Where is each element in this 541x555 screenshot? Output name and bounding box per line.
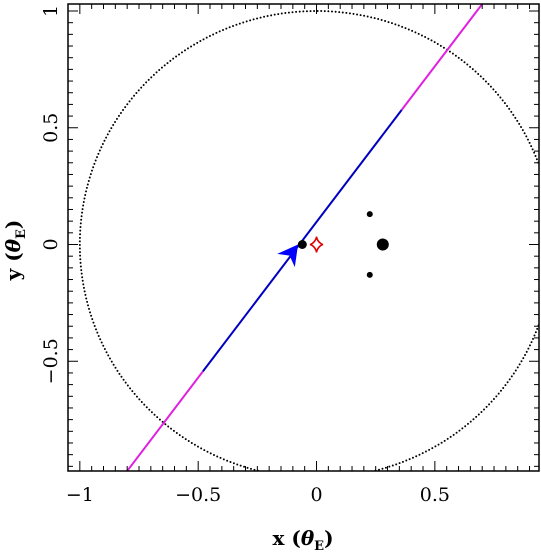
y-tick-label: 0.5 xyxy=(40,113,62,143)
x-axis-label: x (θE) xyxy=(272,526,333,554)
central-caustic xyxy=(309,236,324,253)
y-tick-label: −0.5 xyxy=(40,338,62,384)
y-tick-label: 1 xyxy=(40,5,62,17)
lens-mass-point xyxy=(297,240,307,250)
lens-mass-point xyxy=(366,271,373,278)
axis-ticks xyxy=(67,4,539,471)
x-tick-label: −1 xyxy=(66,484,94,506)
x-tick-label: 0 xyxy=(310,484,322,506)
x-tick-label: −0.5 xyxy=(175,484,221,506)
trajectory-outer-segment xyxy=(400,4,483,111)
plot-frame xyxy=(67,3,540,472)
plot-area xyxy=(78,4,539,471)
source-arrow-icon xyxy=(277,244,299,268)
x-tick-label: 0.5 xyxy=(420,484,450,506)
lens-mass-point xyxy=(366,211,373,218)
y-axis-label: y (θE) xyxy=(1,220,29,282)
lens-mass-point xyxy=(376,238,389,251)
einstein-ring xyxy=(78,10,539,471)
trajectory-outer-segment xyxy=(126,370,204,471)
source-arrow-head xyxy=(277,244,299,268)
y-tick-label: 0 xyxy=(40,238,62,250)
